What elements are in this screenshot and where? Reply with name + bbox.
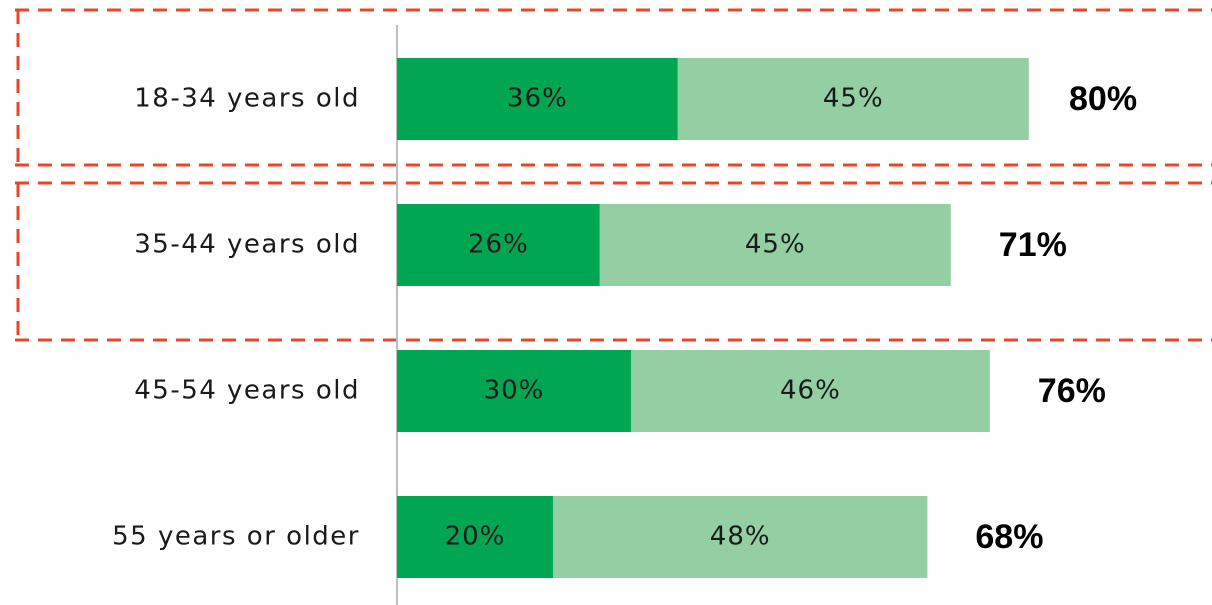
bar-segment <box>397 58 678 140</box>
data-label: 20% <box>445 522 506 552</box>
bar-segment <box>631 350 990 432</box>
total-label: 80% <box>1069 80 1137 118</box>
total-label: 71% <box>999 226 1067 264</box>
category-label: 18-34 years old <box>134 84 360 114</box>
category-label: 45-54 years old <box>134 376 360 406</box>
bar-segment <box>397 204 600 286</box>
highlight-box <box>15 181 1212 342</box>
bar-segment <box>599 204 951 286</box>
data-label: 48% <box>710 522 771 552</box>
bar-segment <box>397 496 553 578</box>
highlight-box <box>15 8 1212 167</box>
bar-segment <box>677 58 1029 140</box>
category-label: 35-44 years old <box>134 230 360 260</box>
total-label: 68% <box>975 518 1043 556</box>
data-label: 36% <box>507 84 568 114</box>
data-label: 26% <box>468 230 529 260</box>
data-label: 46% <box>780 376 841 406</box>
total-label: 76% <box>1038 372 1106 410</box>
bar-segment <box>397 350 631 432</box>
category-label: 55 years or older <box>112 522 360 552</box>
data-label: 45% <box>745 230 806 260</box>
data-label: 30% <box>484 376 545 406</box>
bar-segment <box>553 496 928 578</box>
data-label: 45% <box>823 84 884 114</box>
